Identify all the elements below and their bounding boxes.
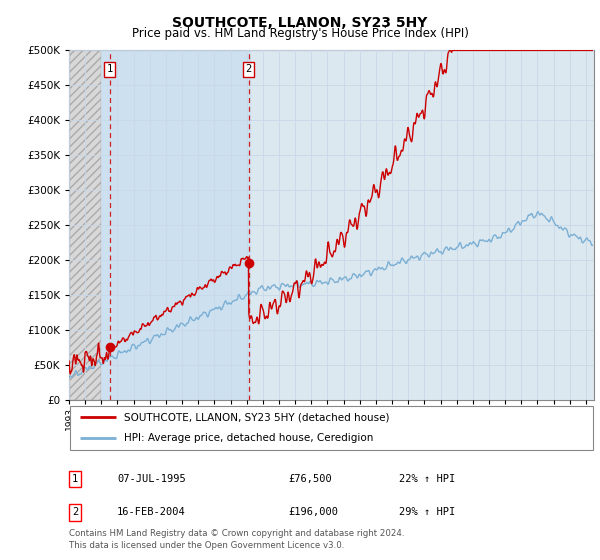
Text: 22% ↑ HPI: 22% ↑ HPI [399,474,455,484]
Text: HPI: Average price, detached house, Ceredigion: HPI: Average price, detached house, Cere… [124,433,373,444]
Text: 1: 1 [72,474,78,484]
Text: 16-FEB-2004: 16-FEB-2004 [117,507,186,517]
Text: SOUTHCOTE, LLANON, SY23 5HY (detached house): SOUTHCOTE, LLANON, SY23 5HY (detached ho… [124,412,389,422]
Text: 2: 2 [245,64,252,74]
Text: £76,500: £76,500 [288,474,332,484]
Text: 1: 1 [107,64,113,74]
Text: 2: 2 [72,507,78,517]
FancyBboxPatch shape [70,406,593,450]
Text: £196,000: £196,000 [288,507,338,517]
Text: SOUTHCOTE, LLANON, SY23 5HY: SOUTHCOTE, LLANON, SY23 5HY [172,16,428,30]
Text: Contains HM Land Registry data © Crown copyright and database right 2024.
This d: Contains HM Land Registry data © Crown c… [69,529,404,550]
Text: 07-JUL-1995: 07-JUL-1995 [117,474,186,484]
Text: Price paid vs. HM Land Registry's House Price Index (HPI): Price paid vs. HM Land Registry's House … [131,27,469,40]
Text: 29% ↑ HPI: 29% ↑ HPI [399,507,455,517]
